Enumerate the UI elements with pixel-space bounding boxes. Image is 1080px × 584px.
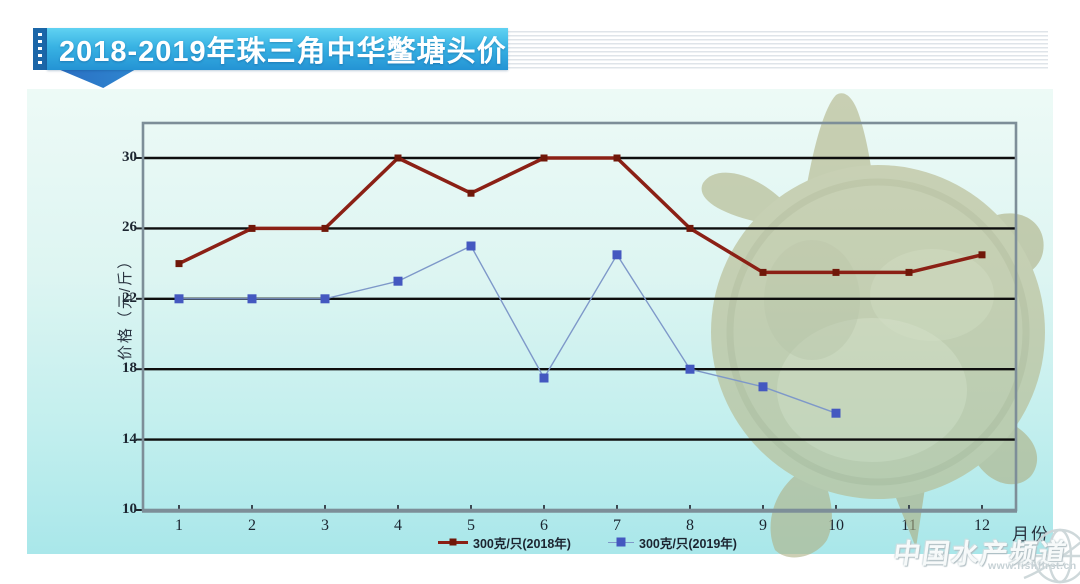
x-tick-label-8: 8 — [686, 517, 694, 534]
x-tick-label-3: 3 — [321, 517, 329, 534]
y-tick-label-10: 10 — [122, 501, 137, 517]
x-tick-label-4: 4 — [394, 517, 402, 534]
watermark: 中国水产频道 www.fishfirst.cn — [880, 524, 1080, 584]
x-tick-label-12: 12 — [974, 517, 990, 534]
legend-swatch-2019 — [608, 533, 634, 551]
banner-tail-decoration — [58, 69, 136, 88]
watermark-url: www.fishfirst.cn — [988, 560, 1077, 572]
x-tick-label-2: 2 — [248, 517, 256, 534]
x-tick-label-9: 9 — [759, 517, 767, 534]
title-banner: 2018-2019年珠三角中华鳖塘头价 — [47, 28, 508, 70]
y-tick-label-18: 18 — [122, 360, 137, 377]
legend-label-2019: 300克/只(2019年) — [639, 536, 737, 551]
legend-swatch-2018 — [438, 533, 468, 551]
chart-panel — [27, 89, 1053, 554]
banner-dots-decoration — [38, 33, 42, 65]
y-tick-label-30: 30 — [122, 149, 137, 165]
legend-item-2018: 300克/只(2018年) — [438, 533, 571, 551]
x-tick-label-5: 5 — [467, 517, 475, 534]
legend-marker-2018 — [449, 538, 457, 546]
x-tick-label-10: 10 — [828, 517, 844, 534]
banner-dotted-strip — [33, 28, 47, 70]
x-tick-label-7: 7 — [613, 517, 621, 534]
y-tick-label-22: 22 — [122, 289, 137, 306]
streak-lines-decoration — [506, 31, 1048, 69]
x-tick-label-6: 6 — [540, 517, 548, 534]
x-tick-label-1: 1 — [175, 517, 183, 534]
legend-label-2018: 300克/只(2018年) — [473, 536, 571, 551]
legend-marker-2019 — [616, 537, 626, 547]
globe-icon — [1023, 528, 1080, 584]
legend-item-2019: 300克/只(2019年) — [608, 533, 737, 551]
page-title: 2018-2019年珠三角中华鳖塘头价 — [59, 36, 507, 68]
y-tick-label-14: 14 — [122, 430, 137, 447]
y-tick-label-26: 26 — [122, 219, 137, 236]
